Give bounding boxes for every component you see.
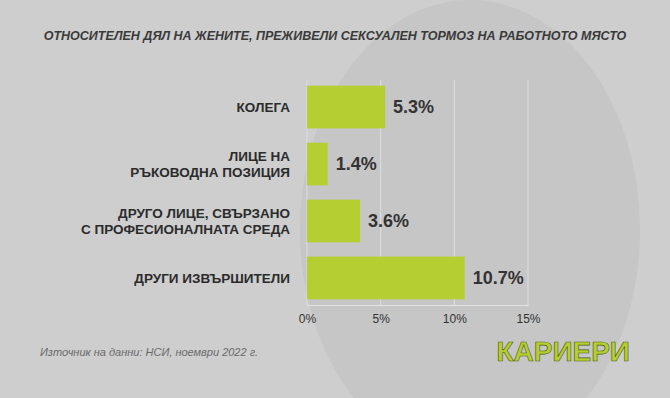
logo: КАРИЕРИ — [496, 336, 630, 367]
data-label: 1.4% — [336, 154, 377, 174]
data-labels: 5.3% 1.4% 3.6% 10.7% — [336, 97, 524, 288]
bar — [307, 86, 385, 129]
tick: 10% — [443, 305, 467, 326]
bars — [307, 86, 465, 300]
category-label-line: ДРУГО ЛИЦЕ, СВЪРЗАНО — [118, 206, 290, 221]
grid-line — [528, 80, 529, 305]
tick: 15% — [516, 305, 540, 326]
data-label: 5.3% — [393, 97, 434, 117]
tick-label: 10% — [443, 312, 467, 326]
category-label: КОЛЕГА — [237, 100, 291, 115]
chart: ОТНОСИТЕЛЕН ДЯЛ НА ЖЕНИТЕ, ПРЕЖИВЕЛИ СЕК… — [0, 0, 670, 398]
category-label: ДРУГИ ИЗВЪРШИТЕЛИ — [134, 271, 290, 286]
category-label-line: ДРУГИ ИЗВЪРШИТЕЛИ — [134, 271, 290, 286]
grid — [307, 80, 528, 305]
category-label-line: КОЛЕГА — [237, 100, 291, 115]
x-axis: 0% 5% 10% 15% — [299, 305, 541, 326]
source: Източник на данни: НСИ, ноември 2022 г. — [40, 346, 258, 358]
data-label: 10.7% — [473, 268, 524, 288]
category-label-line: ЛИЦЕ НА — [229, 149, 291, 164]
category-label: ДРУГО ЛИЦЕ, СВЪРЗАНОС ПРОФЕСИОНАЛНАТА СР… — [81, 206, 290, 237]
tick-label: 0% — [299, 312, 317, 326]
category-label-line: РЪКОВОДНА ПОЗИЦИЯ — [130, 165, 290, 180]
axis-line — [308, 305, 529, 306]
tick-label: 15% — [516, 312, 540, 326]
title: ОТНОСИТЕЛЕН ДЯЛ НА ЖЕНИТЕ, ПРЕЖИВЕЛИ СЕК… — [44, 29, 627, 43]
background-shape — [300, 0, 640, 398]
tick: 5% — [372, 305, 390, 326]
bar — [307, 143, 328, 186]
bar — [307, 257, 465, 300]
category-label: ЛИЦЕ НАРЪКОВОДНА ПОЗИЦИЯ — [130, 149, 290, 180]
tick: 0% — [299, 305, 317, 326]
bar — [307, 200, 360, 243]
data-label: 3.6% — [368, 211, 409, 231]
category-labels: КОЛЕГА ЛИЦЕ НАРЪКОВОДНА ПОЗИЦИЯ ДРУГО ЛИЦЕ… — [81, 100, 290, 286]
tick-label: 5% — [372, 312, 390, 326]
category-label-line: С ПРОФЕСИОНАЛНАТА СРЕДА — [81, 222, 290, 237]
